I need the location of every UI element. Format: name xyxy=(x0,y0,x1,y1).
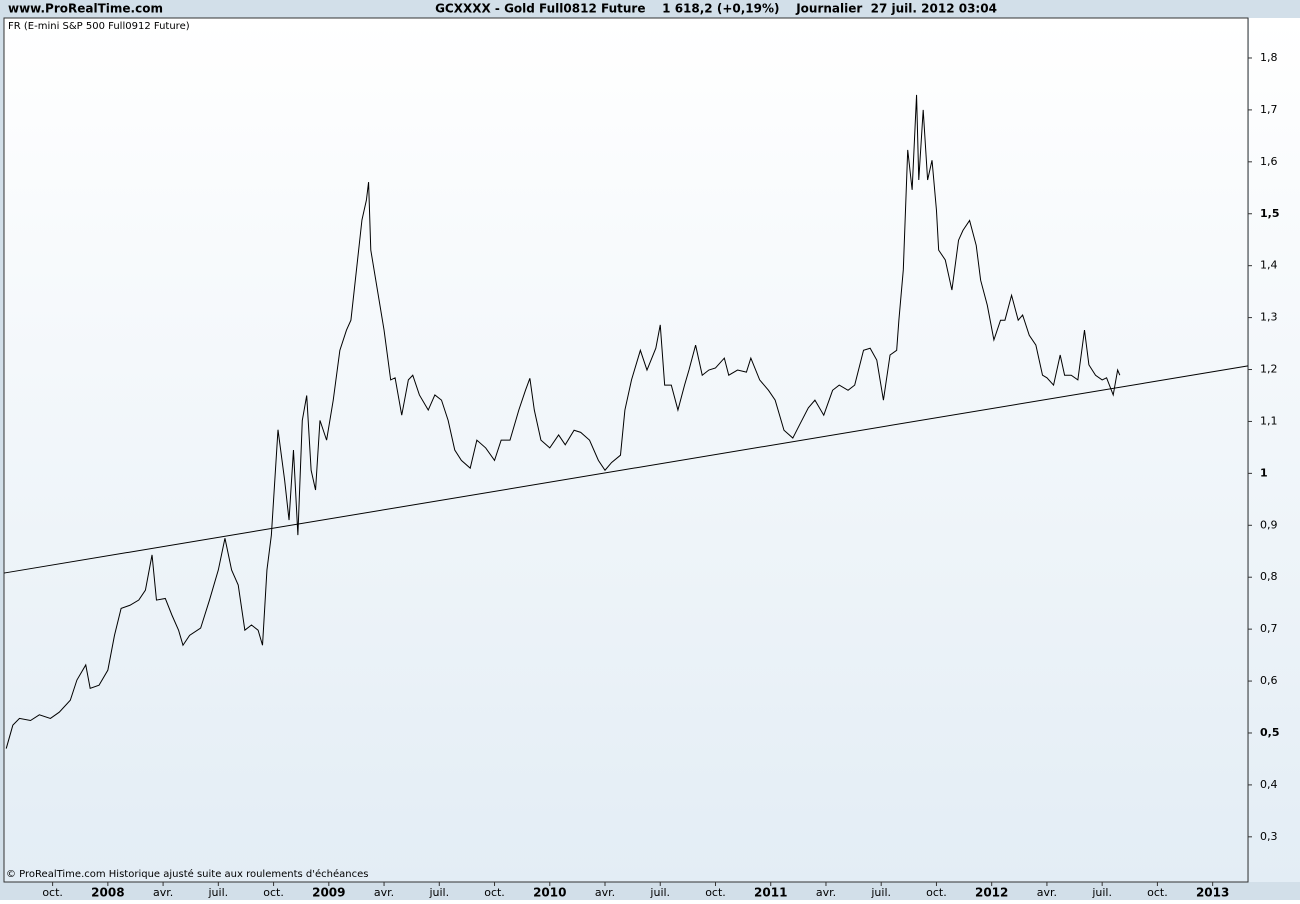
y-tick-label: 0,3 xyxy=(1260,830,1278,843)
x-tick-label: avr. xyxy=(1037,886,1057,899)
x-tick-label: avr. xyxy=(153,886,173,899)
x-tick-label: juil. xyxy=(1091,886,1112,899)
x-tick-label: 2008 xyxy=(91,886,124,900)
y-axis-area xyxy=(1249,18,1300,882)
x-tick-label: avr. xyxy=(595,886,615,899)
x-tick-label: juil. xyxy=(870,886,891,899)
y-tick-label: 1,6 xyxy=(1260,155,1278,168)
x-tick-label: 2012 xyxy=(975,886,1008,900)
x-tick-label: avr. xyxy=(816,886,836,899)
y-tick-label: 0,6 xyxy=(1260,674,1278,687)
x-tick-label: juil. xyxy=(649,886,670,899)
y-tick-label: 1,8 xyxy=(1260,51,1278,64)
x-tick-label: 2011 xyxy=(754,886,787,900)
x-tick-label: juil. xyxy=(208,886,229,899)
y-tick-label: 1 xyxy=(1260,466,1268,479)
footnote: © ProRealTime.com Historique ajusté suit… xyxy=(6,868,368,880)
x-tick-label: oct. xyxy=(42,886,63,899)
y-tick-label: 1,2 xyxy=(1260,363,1278,376)
y-tick-label: 1,7 xyxy=(1260,103,1278,116)
x-tick-label: oct. xyxy=(705,886,726,899)
price-line xyxy=(5,94,1121,749)
x-tick-label: 2009 xyxy=(312,886,345,900)
x-tick-label: oct. xyxy=(926,886,947,899)
y-tick-label: 1,5 xyxy=(1260,207,1280,220)
y-tick-label: 0,9 xyxy=(1260,518,1278,531)
x-tick-label: juil. xyxy=(428,886,449,899)
x-tick-label: oct. xyxy=(1147,886,1168,899)
x-tick-label: 2010 xyxy=(533,886,566,900)
series-label: FR (E-mini S&P 500 Full0912 Future) xyxy=(8,21,190,32)
y-tick-label: 0,4 xyxy=(1260,778,1278,791)
y-tick-label: 1,4 xyxy=(1260,259,1278,272)
site-name: www.ProRealTime.com xyxy=(8,2,163,16)
x-tick-label: oct. xyxy=(484,886,505,899)
plot-area xyxy=(3,17,1249,883)
y-tick-label: 0,5 xyxy=(1260,726,1280,739)
x-tick-label: oct. xyxy=(263,886,284,899)
y-tick-label: 0,7 xyxy=(1260,622,1278,635)
y-tick-label: 0,8 xyxy=(1260,570,1278,583)
x-tick-label: 2013 xyxy=(1196,886,1229,900)
trend-line xyxy=(3,365,1249,574)
y-tick-label: 1,1 xyxy=(1260,414,1278,427)
x-tick-label: avr. xyxy=(374,886,394,899)
y-tick-label: 1,3 xyxy=(1260,311,1278,324)
chart-title: GCXXXX - Gold Full0812 Future 1 618,2 (+… xyxy=(435,2,997,16)
